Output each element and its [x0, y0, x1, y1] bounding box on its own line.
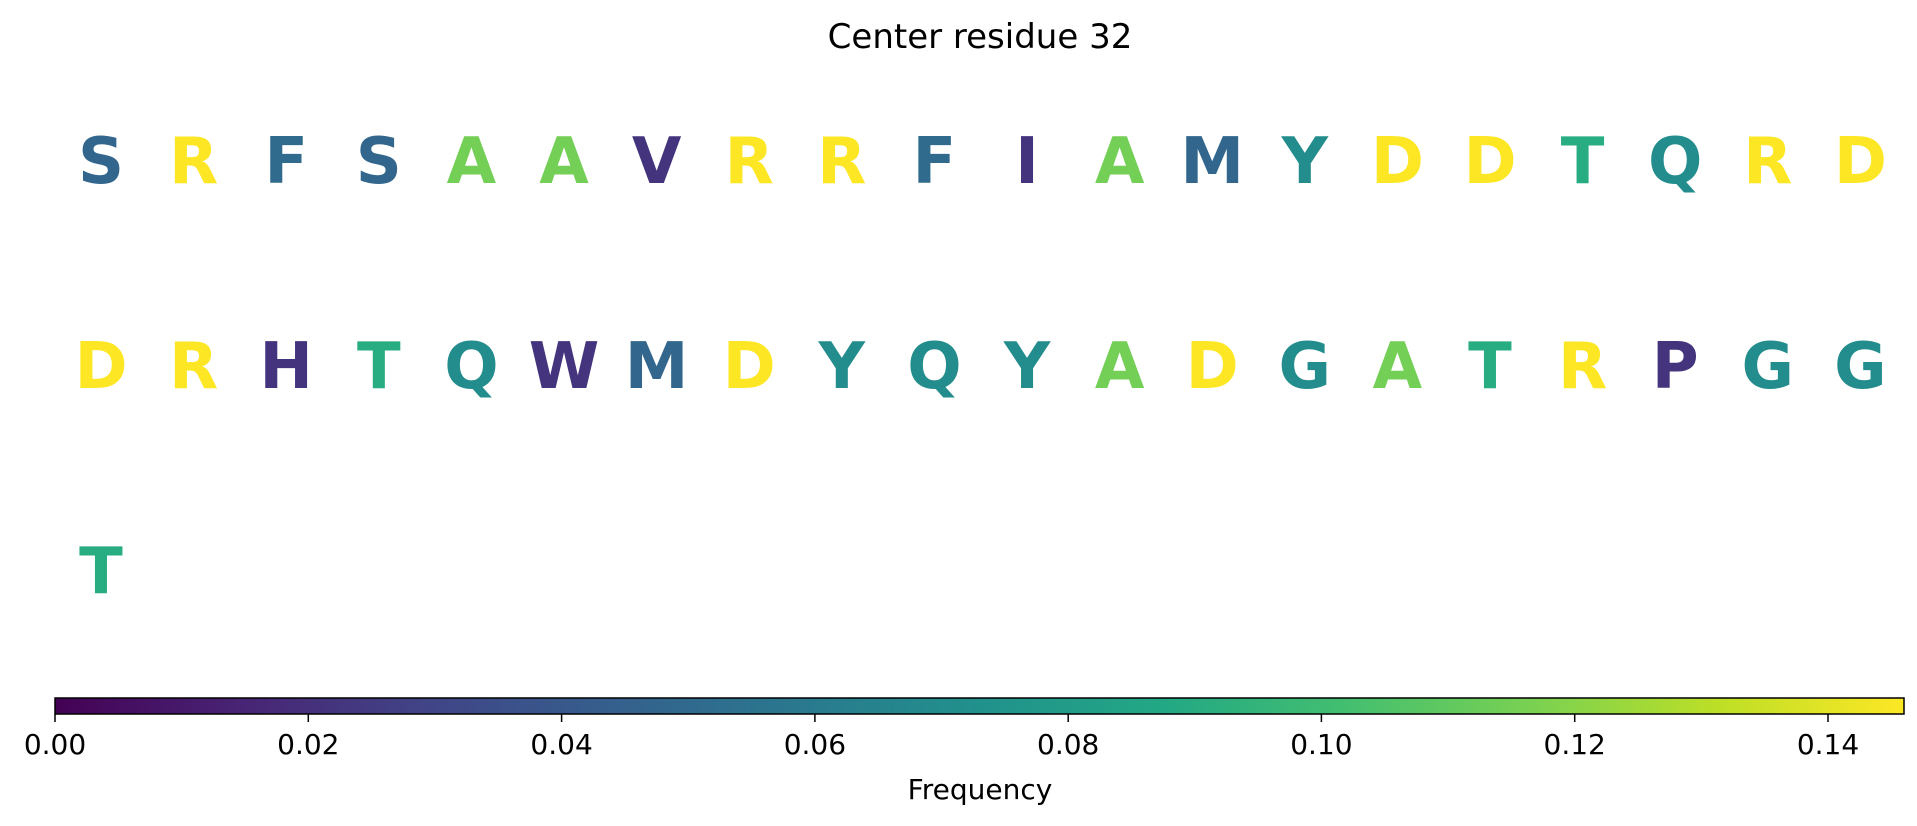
- colorbar-tick-label: 0.02: [277, 728, 339, 761]
- residue-letter: Q: [1648, 125, 1702, 199]
- residue-letter: Q: [907, 330, 961, 404]
- residue-letter: H: [259, 330, 313, 404]
- residue-letter: V: [632, 125, 682, 199]
- residue-letter: F: [913, 125, 957, 199]
- residue-letter: P: [1652, 330, 1699, 404]
- residue-letter: T: [1561, 125, 1605, 199]
- residue-letter: Y: [818, 330, 866, 404]
- residue-letter: A: [447, 125, 497, 199]
- residue-letter: S: [78, 125, 124, 199]
- residue-letter: M: [625, 330, 689, 404]
- residue-letter: D: [1463, 125, 1516, 199]
- residue-letter: S: [356, 125, 402, 199]
- residue-letter: D: [723, 330, 776, 404]
- residue-letter: G: [1742, 330, 1795, 404]
- residue-letter: Y: [1281, 125, 1329, 199]
- colorbar-tick-label: 0.04: [530, 728, 592, 761]
- residue-letter: R: [725, 125, 774, 199]
- residue-letter: A: [1095, 330, 1145, 404]
- residue-letters: S R F S A A V R R F I A M Y D D T Q R DD R H T Q W M D Y Q Y A D G A T R P G G…: [74, 125, 1887, 609]
- colorbar-tick-label: 0.14: [1797, 728, 1859, 761]
- residue-letter: Y: [1003, 330, 1051, 404]
- colorbar-gradient: [54, 697, 1905, 715]
- colorbar: 0.00 0.02 0.04 0.06 0.08 0.10 0.12 0.14 Frequen…: [24, 697, 1905, 806]
- residue-letter: R: [169, 330, 218, 404]
- residue-letter: F: [264, 125, 308, 199]
- residue-letter: D: [74, 330, 127, 404]
- colorbar-tick-label: 0.06: [784, 728, 846, 761]
- residue-letter: W: [529, 330, 600, 404]
- residue-letter: D: [1834, 125, 1887, 199]
- colorbar-tick-label: 0.12: [1544, 728, 1606, 761]
- residue-letter: A: [1373, 330, 1423, 404]
- colorbar-tick-label: 0.00: [24, 728, 86, 761]
- residue-letter: R: [169, 125, 218, 199]
- residue-letter: D: [1371, 125, 1424, 199]
- residue-letter: Q: [444, 330, 498, 404]
- residue-letter: T: [1468, 330, 1512, 404]
- residue-letter: R: [1743, 125, 1792, 199]
- residue-letter: G: [1279, 330, 1332, 404]
- colorbar-tick-label: 0.10: [1290, 728, 1352, 761]
- residue-letter: G: [1834, 330, 1887, 404]
- colorbar-tick-label: 0.08: [1037, 728, 1099, 761]
- residue-letter: A: [1095, 125, 1145, 199]
- residue-letter: M: [1180, 125, 1244, 199]
- residue-letter: A: [539, 125, 589, 199]
- residue-letter: T: [79, 535, 123, 609]
- chart-title: Center residue 32: [828, 17, 1133, 57]
- colorbar-label: Frequency: [908, 773, 1053, 806]
- residue-letter: D: [1186, 330, 1239, 404]
- residue-letter: R: [1558, 330, 1607, 404]
- colorbar-ticks: 0.00 0.02 0.04 0.06 0.08 0.10 0.12 0.14: [24, 714, 1859, 761]
- residue-letter: T: [357, 330, 401, 404]
- residue-letter: R: [817, 125, 866, 199]
- residue-letter: I: [1015, 125, 1039, 199]
